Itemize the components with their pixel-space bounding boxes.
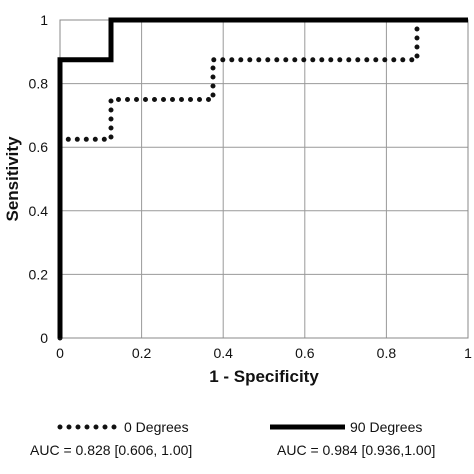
x-tick-label: 0 xyxy=(56,345,64,361)
series-line-90-degrees xyxy=(57,17,468,338)
plot-area-frame xyxy=(59,19,469,339)
x-tick-label: 0.2 xyxy=(132,345,152,361)
legend-auc-0-degrees: AUC = 0.828 [0.606, 1.00] xyxy=(30,442,192,458)
x-tick-label: 0.4 xyxy=(213,345,233,361)
y-tick-label: 0.2 xyxy=(29,266,49,282)
x-tick-label: 0.8 xyxy=(377,345,397,361)
y-tick-label: 1 xyxy=(40,12,48,28)
y-tick-label: 0 xyxy=(40,330,48,346)
series-line-0-degrees xyxy=(57,17,420,341)
y-axis-ticks: 0 0.2 0.4 0.6 0.8 1 xyxy=(29,12,49,346)
y-tick-label: 0.6 xyxy=(29,139,49,155)
x-tick-label: 1 xyxy=(464,345,472,361)
y-tick-label: 0.8 xyxy=(29,76,49,92)
y-axis-label: Sensitivity xyxy=(3,136,22,222)
legend-label-90-degrees: 90 Degrees xyxy=(350,419,422,435)
legend-auc-90-degrees: AUC = 0.984 [0.936,1.00] xyxy=(277,442,435,458)
x-tick-label: 0.6 xyxy=(295,345,315,361)
legend: 0 Degrees AUC = 0.828 [0.606, 1.00] 90 D… xyxy=(30,419,435,458)
grid-lines xyxy=(60,20,468,338)
y-tick-label: 0.4 xyxy=(29,203,49,219)
series-group xyxy=(57,17,468,341)
x-axis-label: 1 - Specificity xyxy=(209,367,319,386)
x-axis-ticks: 0 0.2 0.4 0.6 0.8 1 xyxy=(56,345,472,361)
legend-label-0-degrees: 0 Degrees xyxy=(124,419,189,435)
